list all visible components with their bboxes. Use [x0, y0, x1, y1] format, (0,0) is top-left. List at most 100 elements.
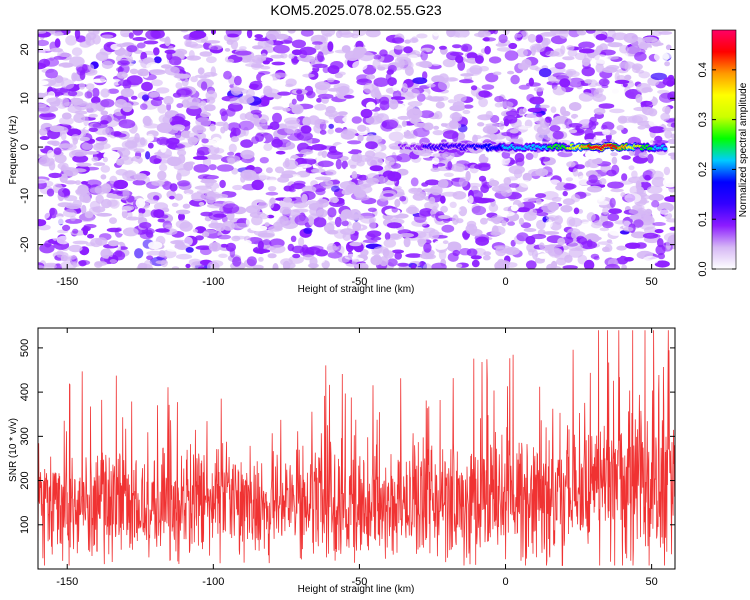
noise-blob: [545, 219, 553, 229]
noise-blob: [378, 175, 386, 184]
noise-blob: [457, 60, 466, 71]
noise-blob: [316, 198, 329, 208]
noise-blob: [52, 77, 69, 81]
noise-blob: [174, 193, 184, 201]
noise-blob: [405, 88, 420, 98]
noise-blob: [611, 156, 618, 165]
noise-blob: [563, 183, 577, 190]
noise-blob: [628, 208, 645, 215]
noise-blob: [466, 52, 478, 60]
noise-blob: [601, 84, 609, 89]
noise-blob: [417, 167, 426, 173]
noise-blob: [255, 175, 271, 180]
noise-blob: [314, 119, 329, 125]
noise-blob: [595, 200, 610, 206]
noise-blob: [100, 98, 115, 108]
noise-blob: [195, 235, 204, 241]
noise-blob: [62, 224, 71, 231]
noise-blob: [285, 141, 295, 150]
noise-blob: [53, 147, 62, 155]
noise-blob: [507, 221, 515, 226]
noise-blob: [562, 190, 568, 197]
noise-blob: [521, 64, 529, 71]
colorbar-tick-label: 0.3: [697, 112, 709, 127]
noise-blob: [266, 214, 275, 219]
noise-blob: [617, 135, 630, 145]
noise-blob: [509, 129, 519, 134]
spectrogram-noise: [38, 30, 675, 269]
noise-blob: [177, 149, 187, 157]
noise-blob: [422, 71, 428, 80]
noise-blob: [200, 111, 211, 118]
noise-blob: [195, 117, 212, 127]
noise-blob: [259, 157, 269, 164]
noise-blob: [200, 246, 212, 256]
noise-blob: [164, 224, 173, 230]
noise-blob: [555, 75, 570, 80]
noise-blob: [411, 264, 417, 269]
noise-blob: [240, 149, 255, 160]
noise-blob: [576, 30, 584, 36]
noise-blob: [121, 209, 128, 219]
noise-blob: [204, 104, 216, 112]
noise-blob: [438, 45, 447, 50]
noise-blob: [538, 68, 552, 78]
noise-blob: [130, 95, 138, 100]
noise-blob: [265, 167, 273, 174]
noise-blob: [391, 206, 398, 213]
noise-blob: [298, 163, 312, 168]
noise-blob: [593, 107, 606, 115]
noise-blob: [520, 180, 532, 188]
noise-blob: [413, 122, 428, 128]
noise-blob: [252, 264, 264, 269]
noise-blob: [138, 212, 144, 221]
noise-blob: [659, 209, 671, 215]
noise-blob: [92, 30, 100, 36]
noise-blob: [498, 34, 508, 44]
noise-blob: [264, 222, 270, 227]
noise-blob: [57, 187, 71, 198]
noise-blob: [438, 116, 453, 124]
noise-blob: [199, 75, 207, 80]
noise-blob: [631, 170, 638, 179]
noise-blob: [638, 152, 649, 159]
noise-blob: [299, 49, 308, 59]
noise-blob: [391, 249, 404, 254]
noise-blob: [636, 83, 652, 94]
noise-blob: [481, 84, 495, 90]
noise-blob: [366, 230, 382, 238]
noise-blob: [85, 83, 95, 90]
noise-blob: [38, 106, 52, 114]
noise-blob: [291, 98, 297, 105]
noise-blob: [257, 123, 268, 131]
noise-blob: [582, 139, 598, 145]
noise-blob: [217, 234, 231, 240]
noise-blob: [462, 109, 471, 115]
noise-blob: [260, 65, 271, 70]
noise-blob: [165, 140, 175, 148]
noise-blob: [366, 74, 376, 80]
noise-blob: [363, 82, 375, 94]
noise-blob: [536, 198, 542, 205]
snr-x-ticks: -150 -100 -50 0 50: [56, 328, 658, 588]
noise-blob: [535, 193, 547, 199]
noise-blob: [223, 121, 229, 132]
noise-blob: [254, 92, 265, 98]
noise-blob: [256, 56, 262, 67]
noise-blob: [379, 49, 388, 57]
noise-blob: [670, 154, 675, 160]
noise-blob: [232, 256, 242, 267]
noise-blob: [191, 126, 207, 134]
noise-blob: [599, 227, 610, 232]
noise-blob: [284, 125, 298, 134]
noise-blob: [650, 72, 667, 81]
noise-blob: [599, 178, 607, 185]
noise-blob: [387, 258, 398, 267]
noise-blob: [303, 68, 313, 74]
spectrogram-y-ticks: -20 -10 0 10 20: [19, 43, 675, 253]
noise-blob: [607, 42, 623, 48]
noise-blob: [65, 35, 77, 46]
noise-blob: [49, 125, 65, 133]
noise-blob: [379, 256, 389, 267]
noise-blob: [623, 32, 639, 44]
